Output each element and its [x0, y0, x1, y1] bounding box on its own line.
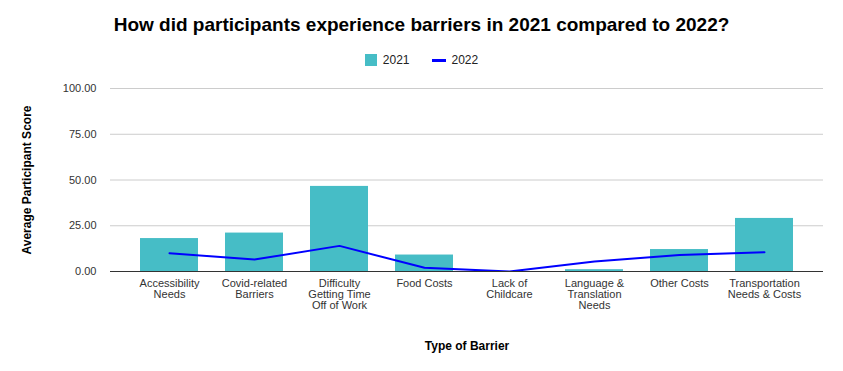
- svg-text:Other Costs: Other Costs: [650, 277, 709, 289]
- svg-text:75.00: 75.00: [69, 128, 97, 140]
- html-text:How did participants experienc: How did participants experience barriers…: [113, 14, 730, 35]
- html-text:Average Participant Score: Average Participant Score: [20, 105, 34, 255]
- svg-text:Lack ofChildcare: Lack ofChildcare: [486, 277, 532, 300]
- svg-text:Covid-relatedBarriers: Covid-relatedBarriers: [222, 277, 287, 300]
- html-text:Type of Barrier: Type of Barrier: [424, 339, 510, 353]
- svg-text:Language &TranslationNeeds: Language &TranslationNeeds: [565, 277, 625, 311]
- svg-text:50.00: 50.00: [69, 174, 97, 186]
- svg-text:100.00: 100.00: [63, 82, 97, 94]
- svg-text:DifficultyGetting TimeOff of W: DifficultyGetting TimeOff of Work: [308, 277, 370, 311]
- svg-text:AccessibilityNeeds: AccessibilityNeeds: [140, 277, 200, 300]
- svg-text:25.00: 25.00: [69, 219, 97, 231]
- svg-text:TransportationNeeds & Costs: TransportationNeeds & Costs: [728, 277, 802, 300]
- svg-text:0.00: 0.00: [75, 265, 96, 277]
- html-text:2021: 2021: [382, 53, 410, 67]
- svg-text:Food Costs: Food Costs: [396, 277, 453, 289]
- html-text:2022: 2022: [451, 53, 479, 67]
